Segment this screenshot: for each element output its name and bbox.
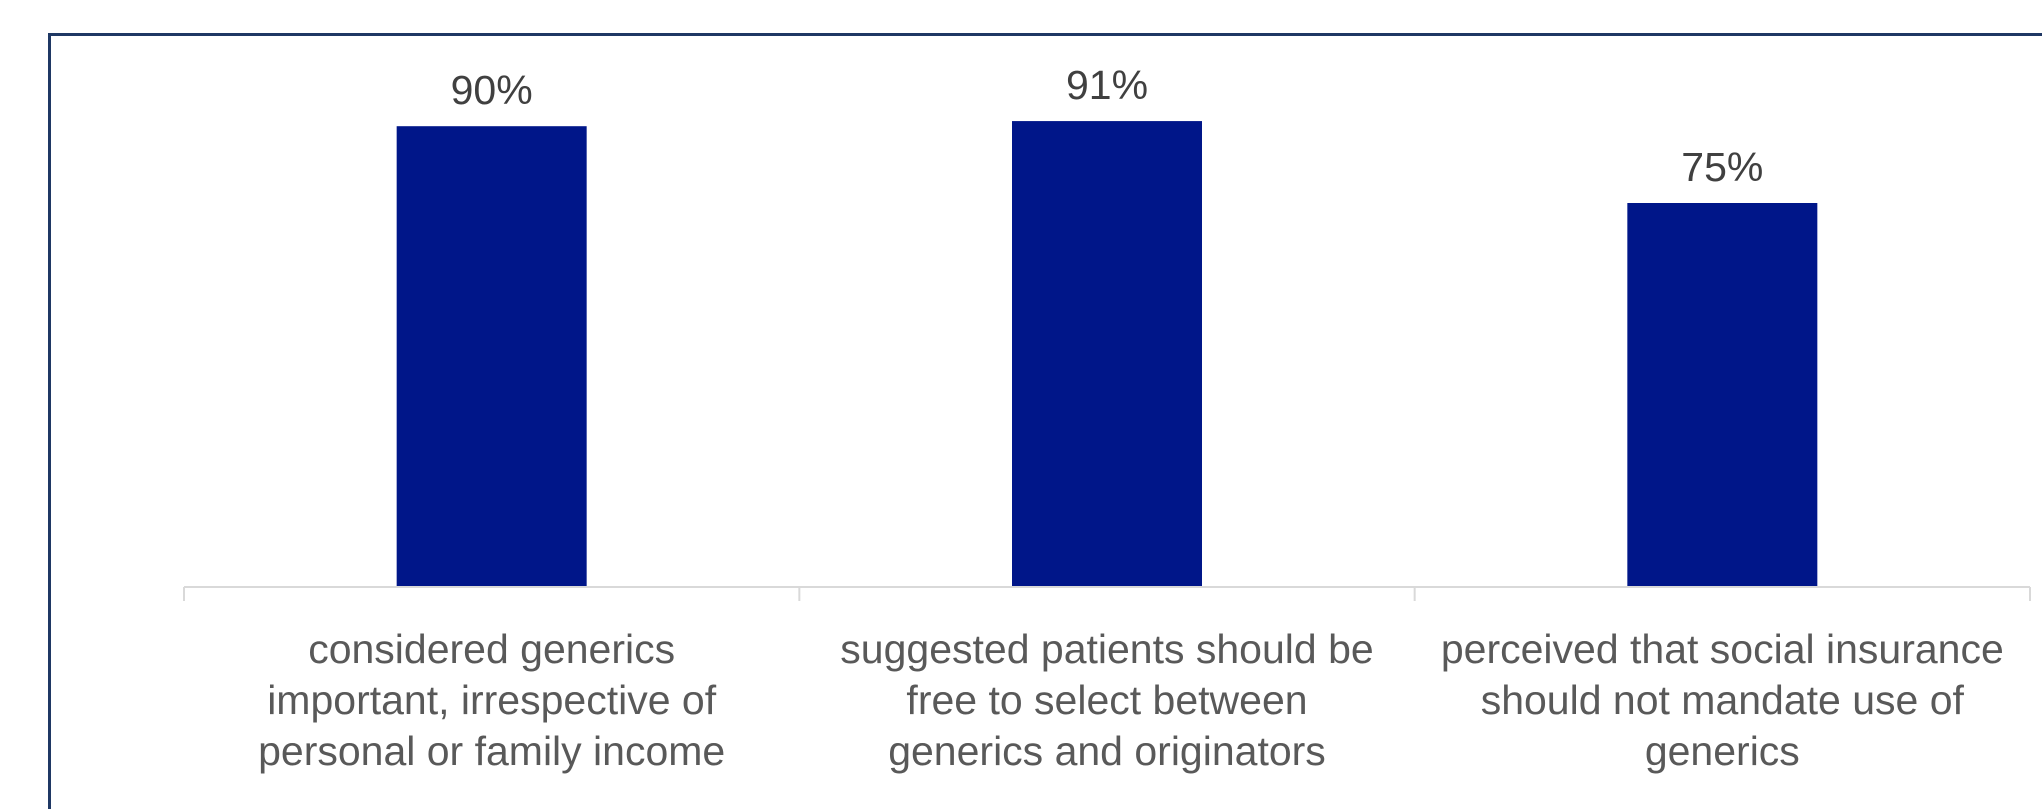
category-label: free to select between [906, 677, 1307, 723]
bar [1627, 203, 1818, 587]
category-label: suggested patients should be [840, 626, 1373, 672]
bar [396, 126, 587, 587]
category-label: should not mandate use of [1481, 677, 1965, 723]
category-label: generics [1645, 728, 1800, 774]
data-label: 91% [1066, 62, 1148, 108]
category-label: personal or family income [258, 728, 725, 774]
labels-layer: 90% considered generics important, irrespe… [258, 62, 2004, 774]
data-label: 75% [1681, 144, 1763, 190]
bars-layer [396, 121, 1818, 587]
category-label: considered generics [308, 626, 675, 672]
x-axis [183, 586, 2031, 601]
category-label: important, irrespective of [267, 677, 717, 723]
category-label: perceived that social insurance [1441, 626, 2004, 672]
data-label: 90% [451, 67, 533, 113]
category-label: generics and originators [888, 728, 1326, 774]
bar [1012, 121, 1202, 587]
